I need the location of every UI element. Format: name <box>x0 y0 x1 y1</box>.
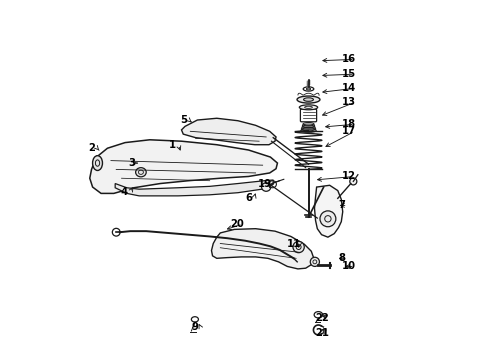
Text: 10: 10 <box>342 261 356 271</box>
Text: 12: 12 <box>342 171 356 181</box>
Ellipse shape <box>262 183 271 191</box>
Text: 6: 6 <box>245 193 252 203</box>
Ellipse shape <box>93 156 102 171</box>
Text: 8: 8 <box>339 253 345 263</box>
Polygon shape <box>212 229 314 269</box>
Text: 19: 19 <box>257 179 271 189</box>
Ellipse shape <box>299 105 318 110</box>
Text: 1: 1 <box>169 140 176 150</box>
Text: 17: 17 <box>342 126 356 136</box>
Polygon shape <box>115 180 273 196</box>
Text: 14: 14 <box>342 83 356 93</box>
Text: 2: 2 <box>88 143 95 153</box>
Ellipse shape <box>320 211 336 227</box>
Text: 18: 18 <box>342 119 356 129</box>
Text: 16: 16 <box>342 54 356 64</box>
Text: 13: 13 <box>342 98 356 107</box>
Text: 21: 21 <box>316 328 330 338</box>
Polygon shape <box>181 118 276 145</box>
Ellipse shape <box>297 96 320 103</box>
Polygon shape <box>90 140 277 193</box>
Ellipse shape <box>136 168 146 177</box>
Ellipse shape <box>350 178 357 185</box>
Text: 4: 4 <box>121 187 128 197</box>
Text: 15: 15 <box>342 69 356 79</box>
Text: 7: 7 <box>339 201 345 210</box>
Text: 22: 22 <box>316 312 329 323</box>
Text: 9: 9 <box>192 323 198 333</box>
Polygon shape <box>315 185 343 237</box>
Text: 11: 11 <box>287 239 301 249</box>
Ellipse shape <box>293 242 304 253</box>
Text: 3: 3 <box>128 158 135 168</box>
Text: 5: 5 <box>180 115 187 125</box>
Ellipse shape <box>310 257 319 266</box>
Ellipse shape <box>304 98 314 101</box>
Text: 20: 20 <box>230 219 244 229</box>
Ellipse shape <box>303 87 314 91</box>
